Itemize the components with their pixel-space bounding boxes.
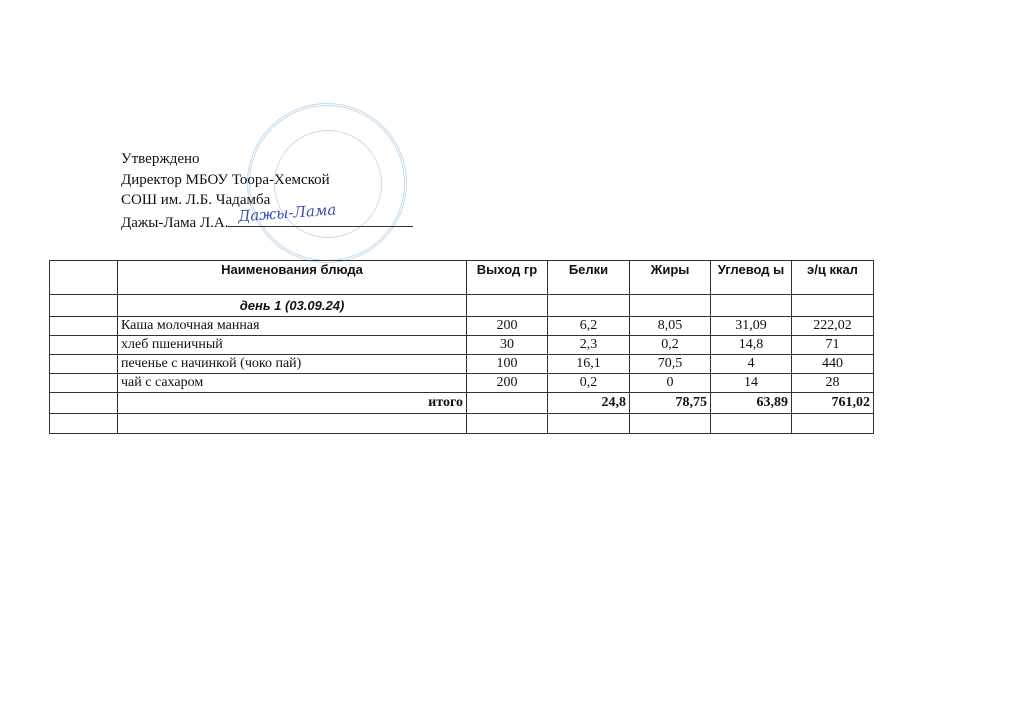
dish-name: чай с сахаром <box>117 373 467 393</box>
total-kcal: 761,02 <box>791 392 874 414</box>
protein: 2,3 <box>547 335 630 355</box>
header-output: Выход гр <box>466 260 548 295</box>
day-row: день 1 (03.09.24) <box>49 294 874 317</box>
cell <box>49 373 118 393</box>
protein: 6,2 <box>547 316 630 336</box>
kcal: 222,02 <box>791 316 874 336</box>
approval-school: СОШ им. Л.Б. Чадамба <box>121 192 271 208</box>
cell <box>710 413 792 434</box>
dish-name: Каша молочная манная <box>117 316 467 336</box>
table-row: Каша молочная манная 200 6,2 8,05 31,09 222,0… <box>49 316 874 336</box>
total-carbs: 63,89 <box>710 392 792 414</box>
approval-position: Директор МБОУ Тоора-Хемской <box>121 171 330 188</box>
output: 200 <box>466 373 548 393</box>
output: 200 <box>466 316 548 336</box>
fat: 0,2 <box>629 335 711 355</box>
header-protein: Белки <box>547 260 630 295</box>
header-row: Наименования блюда Выход гр Белки Жиры У… <box>49 260 874 295</box>
carbs: 14,8 <box>710 335 792 355</box>
cell <box>49 392 118 414</box>
output: 30 <box>466 335 548 355</box>
cell <box>49 413 118 434</box>
table-row: чай с сахаром 200 0,2 0 14 28 <box>49 373 874 393</box>
empty-row <box>49 413 874 434</box>
output: 100 <box>466 354 548 374</box>
total-row: итого 24,8 78,75 63,89 761,02 <box>49 392 874 414</box>
cell <box>49 354 118 374</box>
cell <box>49 294 118 317</box>
approval-name: Дажы-Лама Л.А. Дажы-Лама <box>121 200 414 234</box>
approval-title: Утверждено <box>121 151 200 167</box>
cell <box>49 316 118 336</box>
fat: 0 <box>629 373 711 393</box>
cell <box>791 294 874 317</box>
cell <box>629 413 711 434</box>
total-protein: 24,8 <box>547 392 630 414</box>
protein: 16,1 <box>547 354 630 374</box>
header-carbs: Углевод ы <box>710 260 792 295</box>
table-row: печенье с начинкой (чоко пай) 100 16,1 70,5… <box>49 354 874 374</box>
cell <box>791 413 874 434</box>
protein: 0,2 <box>547 373 630 393</box>
menu-table: Наименования блюда Выход гр Белки Жиры У… <box>49 260 874 434</box>
cell <box>466 392 548 414</box>
carbs: 4 <box>710 354 792 374</box>
signature-line: Дажы-Лама <box>228 200 414 227</box>
kcal: 71 <box>791 335 874 355</box>
approval-block: Утверждено Директор МБОУ Тоора-Хемской С… <box>121 149 414 234</box>
fat: 8,05 <box>629 316 711 336</box>
dish-name: хлеб пшеничный <box>117 335 467 355</box>
total-fat: 78,75 <box>629 392 711 414</box>
dish-name: печенье с начинкой (чоко пай) <box>117 354 467 374</box>
kcal: 440 <box>791 354 874 374</box>
header-fat: Жиры <box>629 260 711 295</box>
day-label: день 1 (03.09.24) <box>117 294 467 317</box>
cell <box>466 413 548 434</box>
kcal: 28 <box>791 373 874 393</box>
fat: 70,5 <box>629 354 711 374</box>
cell <box>547 413 630 434</box>
carbs: 14 <box>710 373 792 393</box>
table-row: хлеб пшеничный 30 2,3 0,2 14,8 71 <box>49 335 874 355</box>
header-dish: Наименования блюда <box>117 260 467 295</box>
cell <box>629 294 711 317</box>
cell <box>466 294 548 317</box>
total-label: итого <box>117 392 467 414</box>
carbs: 31,09 <box>710 316 792 336</box>
cell <box>547 294 630 317</box>
cell <box>710 294 792 317</box>
cell <box>117 413 467 434</box>
header-cell <box>49 260 118 295</box>
header-kcal: э/ц ккал <box>791 260 874 295</box>
cell <box>49 335 118 355</box>
